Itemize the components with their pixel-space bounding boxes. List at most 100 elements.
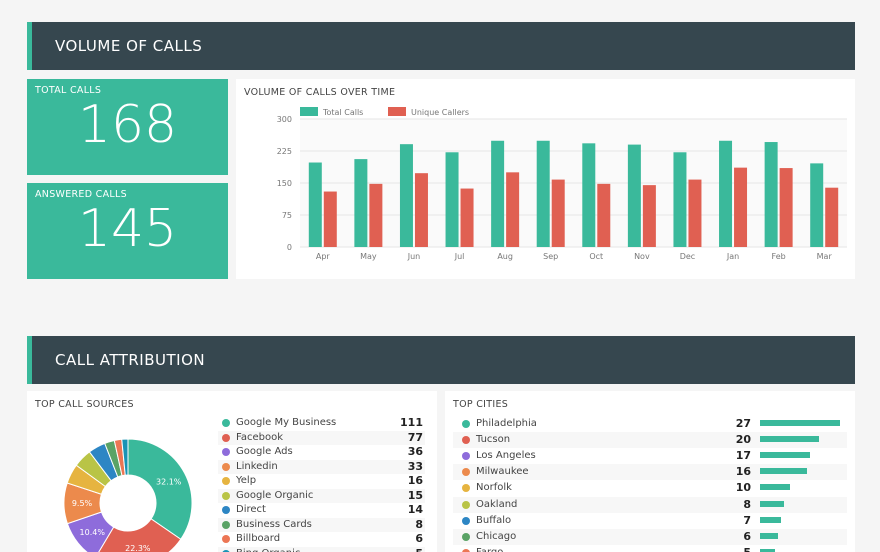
source-color-dot xyxy=(222,419,230,427)
source-list-item[interactable]: Google My Business 111 xyxy=(218,416,425,431)
source-name: Google Ads xyxy=(236,446,293,457)
source-list-item[interactable]: Direct 14 xyxy=(218,503,425,518)
source-color-dot xyxy=(222,462,230,471)
call-attribution-header: CALL ATTRIBUTION xyxy=(27,336,855,384)
source-name: Google Organic xyxy=(236,489,314,501)
source-color-dot xyxy=(222,448,230,456)
volume-over-time-panel: VOLUME OF CALLS OVER TIME 0 75 150 225 300 Ap… xyxy=(236,79,855,279)
city-bar xyxy=(760,532,778,539)
city-name: Milwaukee xyxy=(476,466,529,478)
city-color-dot xyxy=(462,452,470,461)
answered-calls-card: ANSWERED CALLS 145 xyxy=(27,183,228,279)
y-tick-label: 150 xyxy=(277,179,292,188)
y-tick-label: 75 xyxy=(282,211,292,220)
source-list-item[interactable]: Google Ads 36 xyxy=(218,445,425,460)
bar-unique-callers xyxy=(642,185,656,247)
source-list-item[interactable]: Business Cards 8 xyxy=(218,517,425,532)
source-count: 77 xyxy=(407,430,423,444)
city-count: 6 xyxy=(743,529,751,543)
y-tick-label: 300 xyxy=(277,115,292,124)
city-bar xyxy=(760,516,781,523)
y-tick-label: 0 xyxy=(287,243,292,252)
bar-total-calls xyxy=(582,143,596,247)
city-list-item[interactable]: Milwaukee 16 xyxy=(453,464,847,481)
bar-total-calls xyxy=(445,152,459,247)
source-count: 8 xyxy=(415,517,423,531)
city-color-dot xyxy=(462,548,470,552)
source-color-dot xyxy=(222,491,230,500)
total-calls-value: 168 xyxy=(77,95,178,155)
x-tick-label: Feb xyxy=(772,252,786,261)
x-tick-label: Nov xyxy=(634,252,650,261)
slice-percent-label: 10.4% xyxy=(80,528,106,537)
city-bar xyxy=(760,436,820,443)
volume-bar-chart: 0 75 150 225 300 Apr May Jun Jul Aug Sep Oct Nov Dec J… xyxy=(277,107,847,261)
city-count: 10 xyxy=(735,481,751,495)
city-color-dot xyxy=(462,436,470,445)
city-list-item[interactable]: Los Angeles 17 xyxy=(453,448,847,465)
source-color-dot xyxy=(222,433,230,442)
x-tick-label: Apr xyxy=(316,252,331,261)
top-call-sources-panel: TOP CALL SOURCES 32.1% 22.3% 10.4% 9.5% Goo… xyxy=(27,391,437,552)
source-name: Direct xyxy=(236,504,266,515)
city-list-item[interactable]: Philadelphia 27 xyxy=(453,416,847,432)
city-bar xyxy=(760,484,790,491)
city-color-dot xyxy=(462,420,470,428)
source-list-item[interactable]: Bing Organic 5 xyxy=(218,546,425,552)
bar-unique-callers xyxy=(688,179,702,247)
legend-swatch xyxy=(388,107,406,116)
x-tick-label: Oct xyxy=(589,252,603,261)
bar-unique-callers xyxy=(460,188,474,247)
bar-unique-callers xyxy=(779,168,793,247)
city-count: 17 xyxy=(735,449,751,463)
source-color-dot xyxy=(222,549,230,552)
bar-total-calls xyxy=(536,140,550,247)
source-name: Billboard xyxy=(236,533,281,544)
city-color-dot xyxy=(462,532,470,541)
source-name: Bing Organic xyxy=(236,548,300,552)
source-count: 6 xyxy=(415,532,423,545)
city-color-dot xyxy=(462,484,470,493)
source-list-item[interactable]: Linkedin 33 xyxy=(218,459,425,474)
city-list-item[interactable]: Tucson 20 xyxy=(453,432,847,449)
x-tick-label: Jul xyxy=(454,252,465,261)
source-color-dot xyxy=(222,506,230,514)
bar-total-calls xyxy=(719,140,733,247)
bar-total-calls xyxy=(308,162,322,247)
source-list-item[interactable]: Billboard 6 xyxy=(218,532,425,547)
bar-unique-callers xyxy=(734,167,748,247)
city-list-item[interactable]: Chicago 6 xyxy=(453,528,847,545)
bar-total-calls xyxy=(491,140,505,247)
source-list-item[interactable]: Google Organic 15 xyxy=(218,488,425,503)
answered-calls-value: 145 xyxy=(77,199,178,259)
city-bar xyxy=(760,420,840,426)
city-name: Philadelphia xyxy=(476,418,537,429)
city-list-item[interactable]: Oakland 8 xyxy=(453,496,847,513)
source-list-item[interactable]: Facebook 77 xyxy=(218,430,425,445)
x-tick-label: May xyxy=(360,252,377,261)
x-tick-label: Jan xyxy=(726,252,739,261)
source-count: 16 xyxy=(407,474,423,487)
source-list-item[interactable]: Yelp 16 xyxy=(218,474,425,489)
source-count: 111 xyxy=(400,416,423,429)
x-tick-label: Mar xyxy=(817,252,833,261)
chart-title: VOLUME OF CALLS OVER TIME xyxy=(244,87,396,98)
city-color-dot xyxy=(462,500,470,509)
source-color-dot xyxy=(222,535,230,543)
top-cities-panel: TOP CITIES Philadelphia 27 Tucson 20 Los Ang… xyxy=(445,391,855,552)
source-name: Business Cards xyxy=(236,518,312,530)
bar-total-calls xyxy=(673,152,687,247)
slice-percent-label: 22.3% xyxy=(125,544,151,552)
city-name: Los Angeles xyxy=(476,450,536,462)
slice-percent-label: 9.5% xyxy=(72,499,93,508)
legend-label: Unique Callers xyxy=(411,108,469,117)
bar-total-calls xyxy=(354,159,368,247)
city-list-item[interactable]: Buffalo 7 xyxy=(453,512,847,529)
city-list-item[interactable]: Fargo 5 xyxy=(453,544,847,552)
city-bar xyxy=(760,500,784,507)
x-tick-label: Jun xyxy=(407,252,421,261)
city-list-item[interactable]: Norfolk 10 xyxy=(453,480,847,497)
total-calls-label: TOTAL CALLS xyxy=(35,85,102,96)
city-name: Fargo xyxy=(476,547,503,552)
city-count: 7 xyxy=(743,513,751,527)
